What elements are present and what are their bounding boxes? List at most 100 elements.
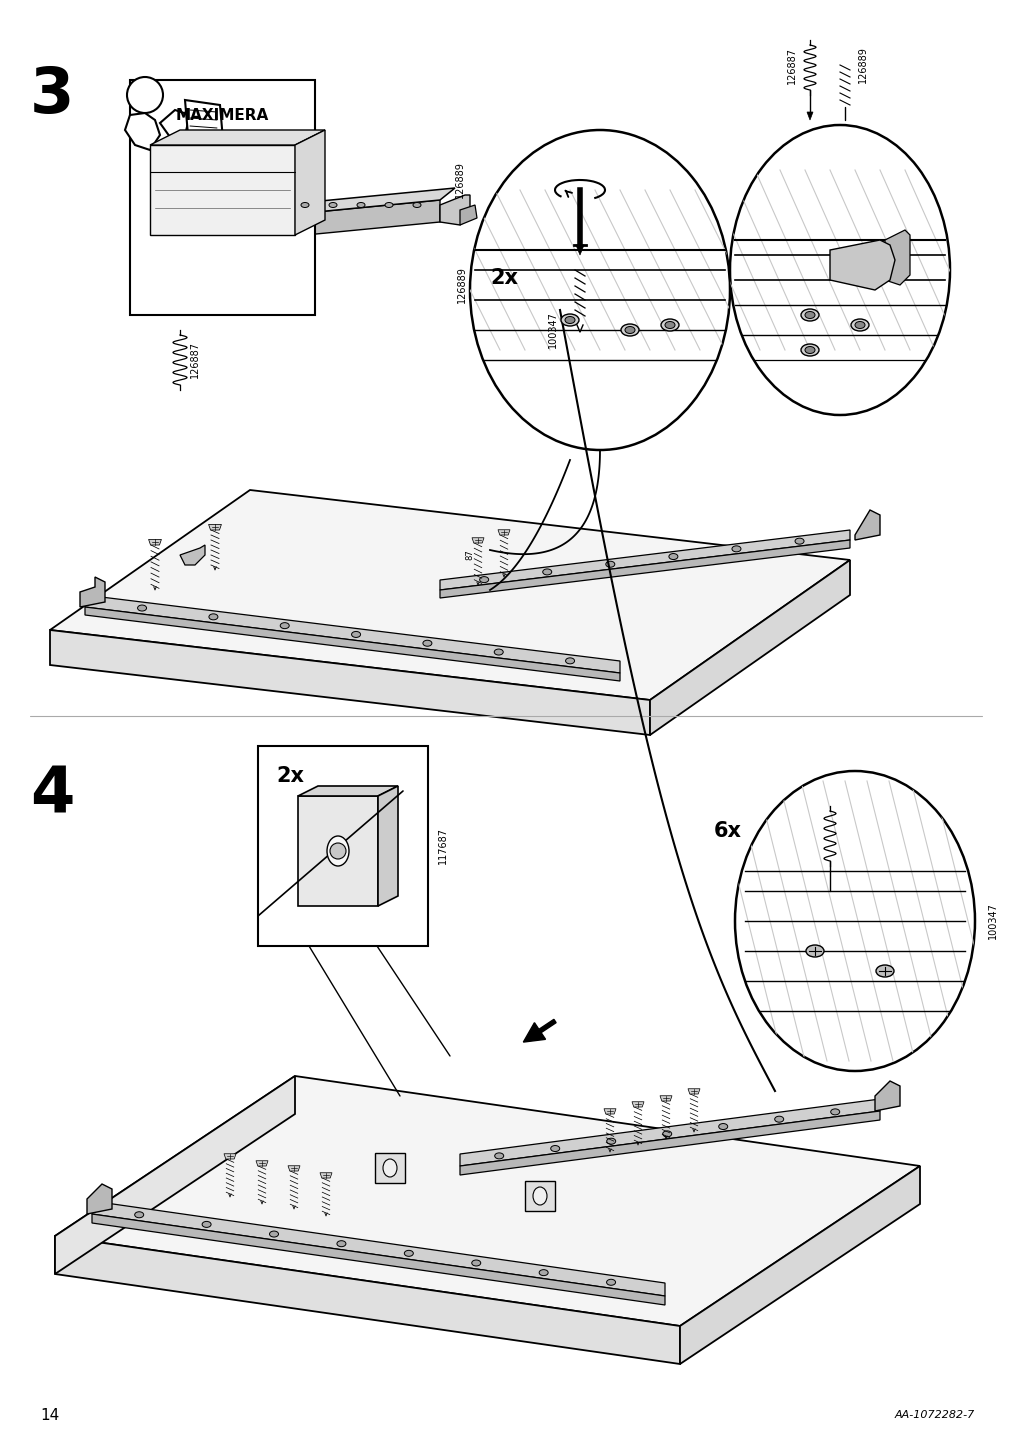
Polygon shape [80,577,105,607]
Polygon shape [460,1098,880,1166]
Ellipse shape [774,1116,783,1123]
Ellipse shape [795,538,804,544]
Ellipse shape [384,202,392,208]
Text: 3: 3 [29,64,74,126]
Ellipse shape [539,1270,548,1276]
Ellipse shape [731,546,740,551]
Polygon shape [440,195,469,225]
Polygon shape [288,1166,299,1171]
Polygon shape [160,110,190,137]
Ellipse shape [804,347,814,354]
Text: 126889: 126889 [455,162,464,199]
Ellipse shape [734,770,974,1071]
Polygon shape [375,1153,404,1183]
Polygon shape [875,1081,899,1111]
Polygon shape [460,205,476,225]
Polygon shape [885,231,909,285]
Circle shape [330,843,346,859]
Ellipse shape [830,1108,839,1116]
Text: 126889: 126889 [457,266,466,304]
Ellipse shape [801,309,818,321]
Ellipse shape [412,202,421,208]
Ellipse shape [471,1260,480,1266]
Text: 100347: 100347 [548,312,557,348]
Bar [129,80,314,315]
Ellipse shape [662,1131,671,1137]
Polygon shape [604,1108,616,1114]
Text: 100347: 100347 [987,902,997,939]
Polygon shape [55,1075,295,1274]
Polygon shape [679,1166,919,1365]
Ellipse shape [606,561,615,567]
Ellipse shape [664,322,674,328]
Polygon shape [55,1075,919,1326]
Ellipse shape [625,326,634,334]
Polygon shape [497,530,510,536]
Polygon shape [85,607,620,682]
Text: 126889: 126889 [857,47,867,83]
Text: 117687: 117687 [438,828,448,865]
Ellipse shape [621,324,638,337]
Ellipse shape [606,1279,615,1286]
Ellipse shape [801,344,818,357]
Ellipse shape [269,1232,278,1237]
Polygon shape [180,546,205,566]
Polygon shape [55,1236,679,1365]
Polygon shape [295,130,325,235]
Polygon shape [471,538,483,543]
Ellipse shape [208,614,217,620]
Ellipse shape [423,640,432,646]
Ellipse shape [668,554,677,560]
Polygon shape [92,1214,664,1305]
Text: 87: 87 [465,550,474,560]
Text: 126887: 126887 [787,46,797,83]
Polygon shape [297,796,378,906]
Ellipse shape [351,632,360,637]
Polygon shape [85,596,620,673]
Text: 6x: 6x [714,821,741,841]
Polygon shape [659,1095,671,1101]
Polygon shape [829,241,894,291]
Polygon shape [575,245,583,255]
Polygon shape [150,130,325,145]
Polygon shape [50,630,649,735]
Polygon shape [440,540,849,599]
Ellipse shape [280,623,289,629]
Ellipse shape [479,577,488,583]
Text: AA-1072282-7: AA-1072282-7 [894,1411,974,1421]
Polygon shape [378,786,397,906]
Ellipse shape [850,319,868,331]
Polygon shape [208,524,221,530]
Polygon shape [92,1201,664,1296]
Polygon shape [460,1111,880,1176]
Ellipse shape [493,649,502,654]
Bar [258,746,428,947]
Ellipse shape [469,130,729,450]
Polygon shape [150,145,295,235]
Polygon shape [649,560,849,735]
Circle shape [126,77,163,113]
Ellipse shape [202,1221,211,1227]
Ellipse shape [404,1250,412,1256]
Polygon shape [149,540,161,546]
Ellipse shape [854,322,864,328]
Polygon shape [223,1154,236,1158]
Ellipse shape [542,569,551,574]
Ellipse shape [805,945,823,957]
Ellipse shape [564,316,574,324]
Polygon shape [525,1181,554,1211]
Ellipse shape [329,202,337,208]
Ellipse shape [565,657,574,664]
Polygon shape [185,100,222,140]
Polygon shape [285,188,455,215]
Polygon shape [687,1088,700,1094]
Ellipse shape [804,312,814,318]
Text: MAXIMERA: MAXIMERA [176,107,269,123]
Polygon shape [806,112,812,120]
Ellipse shape [327,836,349,866]
Ellipse shape [494,1153,503,1158]
Polygon shape [632,1101,643,1107]
Ellipse shape [718,1124,727,1130]
Ellipse shape [134,1211,144,1217]
Ellipse shape [357,202,365,208]
